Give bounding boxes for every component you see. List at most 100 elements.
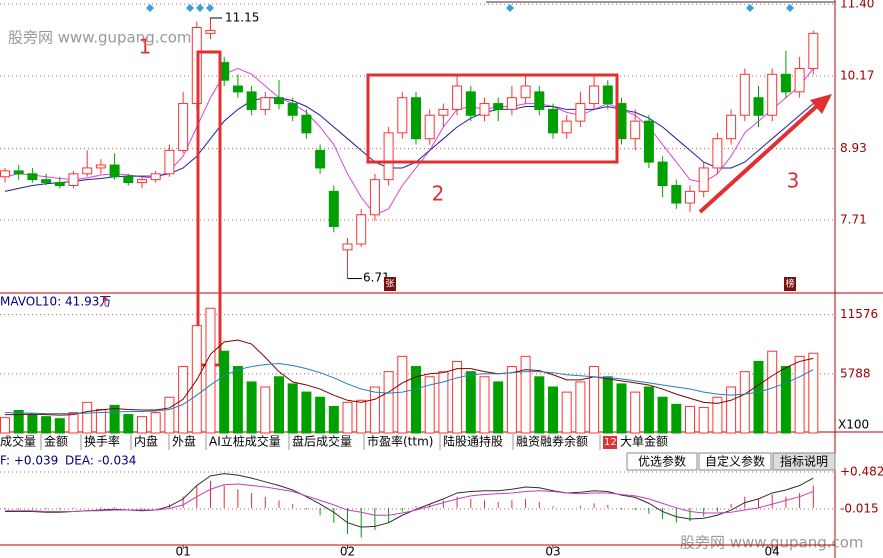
candle-body	[27, 173, 38, 181]
volume-bar	[301, 391, 312, 434]
volume-bar	[315, 396, 326, 434]
button[interactable]: 自定义参数	[705, 454, 765, 469]
candle-body	[479, 103, 490, 116]
volume-bar	[219, 350, 230, 434]
candle-body	[137, 179, 147, 184]
icon-box	[784, 277, 796, 291]
candle-body	[68, 173, 79, 186]
button-bar: 优选参数 自定义参数 指标说明	[626, 452, 836, 471]
volume-bar	[41, 416, 52, 434]
y-tick-label: 7.71	[840, 213, 867, 227]
candle-body	[328, 190, 339, 227]
candle-body	[411, 97, 421, 140]
volume-bar	[383, 371, 394, 434]
tab[interactable]: 融资融券余额	[516, 434, 588, 449]
tab[interactable]: 12	[604, 437, 617, 448]
candle-body	[54, 182, 65, 186]
volume-bar	[493, 381, 504, 434]
event-markers	[146, 4, 794, 12]
y-tick-label: 10.17	[840, 69, 874, 83]
candle-body	[726, 114, 737, 140]
x-tick-label: 04	[765, 545, 780, 558]
volume-bar	[520, 355, 531, 434]
volume-bar	[534, 376, 545, 434]
volume-bar	[232, 366, 243, 434]
volume-bar	[328, 405, 339, 434]
candle-body	[342, 243, 353, 251]
volume-bar	[657, 396, 668, 434]
volume-bar	[767, 350, 778, 434]
volume-bar	[602, 376, 613, 434]
y-tick-label: 11576	[840, 307, 878, 321]
volume-bar	[274, 376, 284, 434]
candle-body	[602, 85, 613, 105]
tab[interactable]: AI立桩成交量	[209, 434, 281, 449]
candle-body	[41, 179, 52, 184]
candle-body	[260, 97, 271, 110]
tab[interactable]: 大单金额	[620, 434, 668, 449]
volume-bar	[671, 403, 682, 434]
button[interactable]: 优选参数	[638, 454, 686, 469]
volume-bar	[726, 386, 737, 434]
y-tick-label: 8.93	[840, 141, 867, 155]
volume-bar	[424, 376, 435, 434]
candle-body	[589, 85, 600, 105]
candle-body	[465, 91, 476, 116]
candle-body	[232, 85, 243, 93]
tab[interactable]: 盘后成交量	[292, 434, 352, 449]
icon-label: 榜	[785, 278, 794, 290]
max-label: 11.15	[225, 11, 259, 25]
tab-bar: 成交量 金额 换手率 内盘 外盘 AI立桩成交量 盘后成交量 市盈率(ttm) 陆股通持股 融资融…	[0, 434, 668, 450]
x-tick-label: 02	[340, 545, 355, 558]
annotation-number: 2	[432, 182, 445, 206]
macd-legend: F: +0.039	[0, 454, 58, 468]
candle-body	[534, 91, 545, 110]
candle-body	[95, 164, 106, 169]
icon-box	[384, 277, 396, 291]
candle-body	[520, 85, 531, 99]
candle-body	[657, 161, 668, 186]
tab[interactable]: 外盘	[172, 434, 196, 449]
volume-bar	[137, 416, 147, 434]
candle-body	[123, 176, 134, 184]
volume-bar	[109, 404, 120, 434]
candle-body	[712, 138, 723, 169]
volume-bar	[575, 381, 586, 434]
candle-body	[13, 170, 24, 175]
y-tick-label: +0.482	[840, 464, 883, 478]
candle-body	[630, 120, 641, 140]
volume-bar	[356, 399, 367, 434]
candle-body	[808, 32, 819, 69]
candle-body	[548, 108, 558, 134]
candle-body	[643, 120, 654, 163]
tab[interactable]: 换手率	[84, 434, 120, 449]
candle-body	[178, 103, 189, 151]
volume-bar	[68, 412, 79, 434]
volume-bar	[287, 383, 298, 434]
tab[interactable]: 成交量	[0, 434, 36, 449]
candle-body	[82, 167, 93, 175]
macd-legend: DEA: -0.034	[65, 454, 136, 468]
candle-body	[493, 103, 504, 110]
candle-body	[315, 149, 326, 169]
y-tick-label: -0.015	[840, 501, 879, 515]
tab[interactable]: 金额	[44, 434, 68, 449]
button-frame	[772, 452, 836, 471]
tab[interactable]: 陆股通持股	[443, 434, 503, 449]
volume-bar	[54, 418, 65, 434]
volume-bar	[753, 360, 764, 434]
candle-body	[506, 97, 517, 110]
tab[interactable]: 市盈率(ttm)	[367, 434, 433, 449]
volume-bar	[465, 371, 476, 434]
highlight-box	[366, 73, 619, 164]
volume-bar	[685, 405, 695, 434]
candle-body	[301, 114, 312, 134]
annotation-number: 1	[139, 35, 152, 59]
candle-body	[164, 149, 175, 175]
candle-body	[246, 91, 257, 110]
button[interactable]: 指标说明	[780, 454, 828, 469]
volume-bar	[561, 391, 572, 434]
button-frame	[698, 452, 772, 471]
tab[interactable]: 内盘	[134, 434, 158, 449]
